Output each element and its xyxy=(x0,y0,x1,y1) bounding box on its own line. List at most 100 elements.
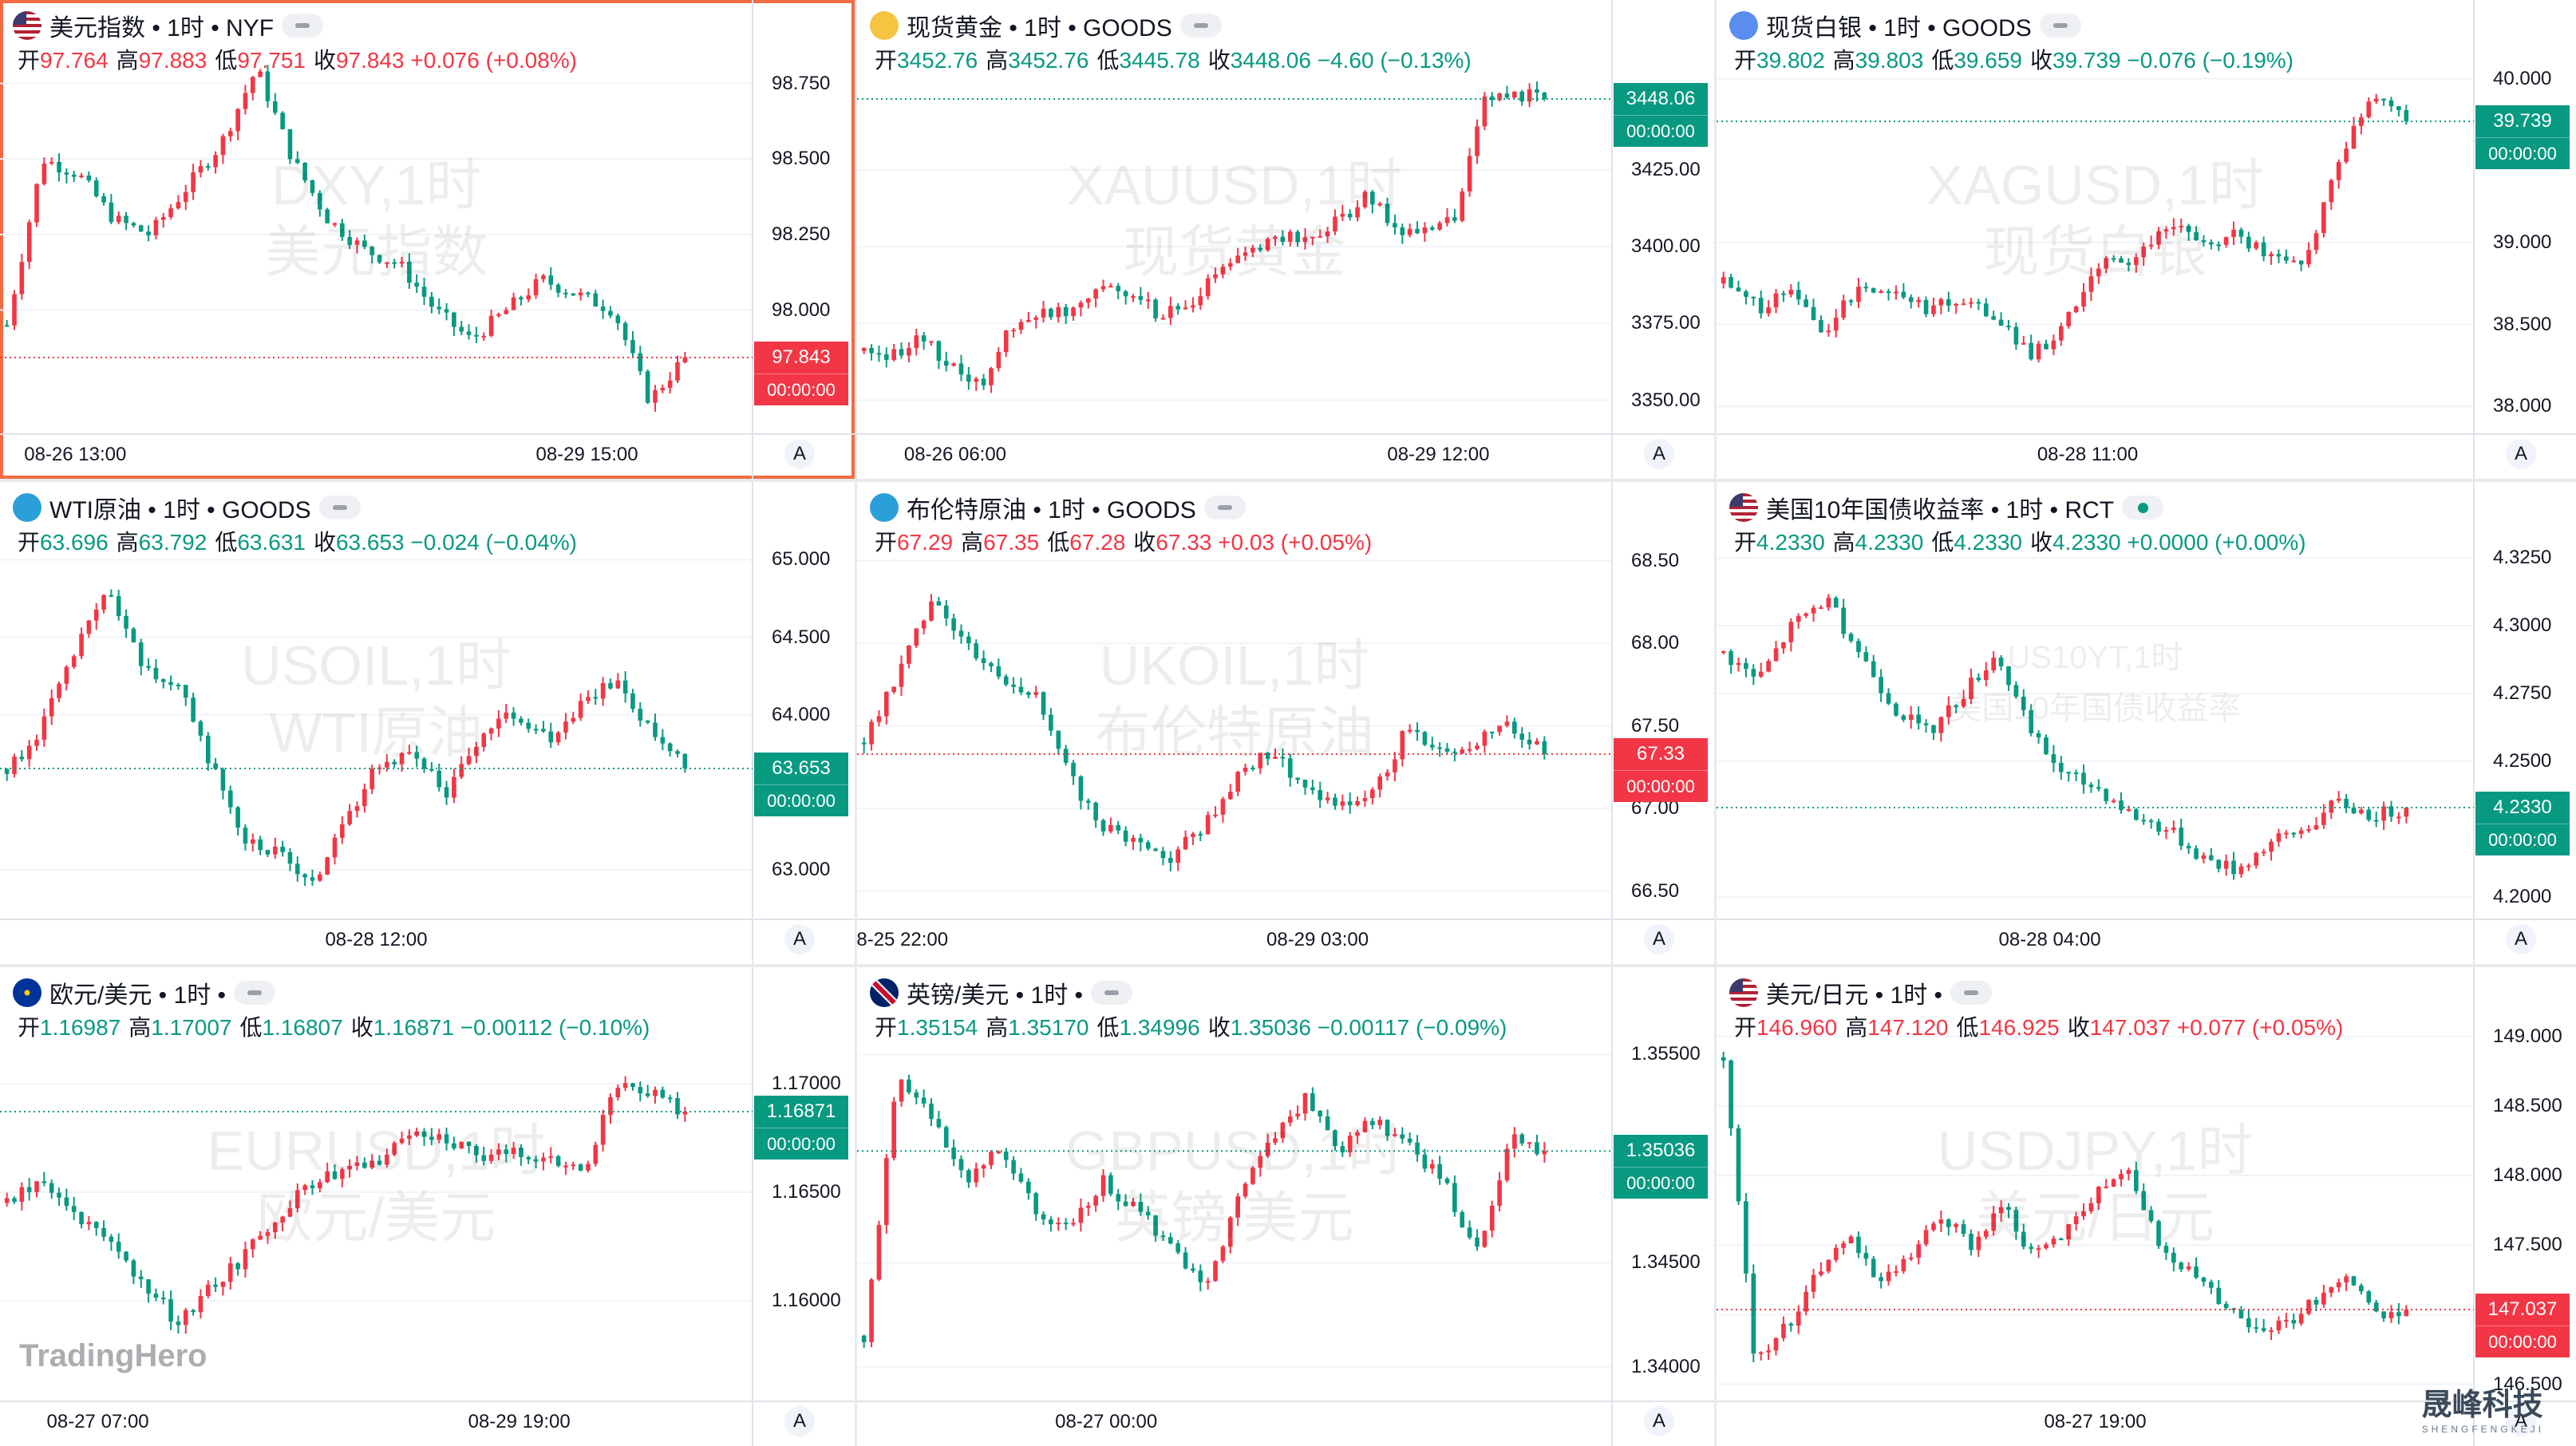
chart-canvas[interactable] xyxy=(857,967,1714,1446)
auto-scale-button[interactable]: A xyxy=(784,1406,815,1436)
candle xyxy=(615,313,621,330)
y-tick-label: 98.500 xyxy=(772,148,831,170)
candle xyxy=(153,658,159,683)
chart-panel-eurusd[interactable]: EURUSD,1时 欧元/美元 欧元/美元 • 1时 • 开1.16987 高1.170… xyxy=(0,967,855,1446)
candle xyxy=(1826,594,1831,611)
symbol-title[interactable]: 现货黄金 • 1时 • GOODS xyxy=(907,15,1172,41)
market-status-pill[interactable] xyxy=(318,496,361,520)
auto-scale-button[interactable]: A xyxy=(2506,1406,2536,1436)
chart-header[interactable]: WTI原油 • 1时 • GOODS xyxy=(13,490,361,525)
chart-canvas[interactable] xyxy=(0,967,855,1446)
symbol-title[interactable]: 美元/日元 • 1时 • xyxy=(1766,982,1943,1009)
candle xyxy=(1071,1218,1076,1227)
market-status-pill[interactable] xyxy=(2122,496,2164,520)
candle xyxy=(1519,89,1525,106)
candle xyxy=(1931,297,1936,318)
candle xyxy=(1415,221,1420,235)
auto-scale-button[interactable]: A xyxy=(1644,1406,1674,1436)
symbol-title[interactable]: 现货白银 • 1时 • GOODS xyxy=(1766,15,2032,41)
auto-scale-button[interactable]: A xyxy=(1644,924,1674,954)
candle xyxy=(1377,1116,1382,1130)
candle xyxy=(198,720,203,742)
market-status-pill[interactable] xyxy=(282,14,324,38)
last-price-tag: 67.33 00:00:00 xyxy=(1614,738,1708,803)
symbol-title[interactable]: 英镑/美元 • 1时 • xyxy=(907,982,1084,1009)
candle xyxy=(1512,1127,1517,1158)
candle xyxy=(1467,741,1472,753)
chart-canvas[interactable] xyxy=(0,0,855,479)
symbol-title[interactable]: 美元指数 • 1时 • NYF xyxy=(49,15,275,41)
chart-panel-usdjpy[interactable]: USDJPY,1时 美元/日元 美元/日元 • 1时 • 开146.960 高147.1… xyxy=(1717,967,2576,1446)
chart-header[interactable]: 现货黄金 • 1时 • GOODS xyxy=(870,8,1222,43)
auto-scale-button[interactable]: A xyxy=(1644,439,1674,469)
candle xyxy=(1355,796,1360,807)
market-status-pill[interactable] xyxy=(1950,981,1993,1005)
market-status-pill[interactable] xyxy=(234,981,276,1005)
chart-canvas[interactable] xyxy=(0,482,855,964)
candle xyxy=(176,1315,181,1334)
candle xyxy=(235,806,240,836)
candle xyxy=(272,837,278,859)
market-status-pill[interactable] xyxy=(2039,14,2081,38)
candle xyxy=(265,1229,271,1244)
candle xyxy=(407,745,412,755)
chart-header[interactable]: 布伦特原油 • 1时 • GOODS xyxy=(870,490,1246,525)
candle xyxy=(2313,816,2319,831)
candle xyxy=(2261,236,2266,262)
candle xyxy=(586,291,591,298)
candle xyxy=(325,207,330,223)
candle xyxy=(1340,1141,1345,1157)
chart-canvas[interactable] xyxy=(857,482,1714,964)
market-status-pill[interactable] xyxy=(1179,14,1222,38)
candle xyxy=(138,224,144,232)
symbol-title[interactable]: 布伦特原油 • 1时 • GOODS xyxy=(907,497,1196,523)
ohlc-legend: 开3452.76 高3452.76 低3445.78 收3448.06 −4.60 (… xyxy=(875,43,1472,75)
chart-header[interactable]: 美元指数 • 1时 • NYF xyxy=(13,8,324,43)
chart-header[interactable]: 美国10年国债收益率 • 1时 • RCT xyxy=(1729,490,2164,525)
symbol-title[interactable]: WTI原油 • 1时 • GOODS xyxy=(49,497,311,523)
symbol-title[interactable]: 美国10年国债收益率 • 1时 • RCT xyxy=(1766,497,2115,523)
candle xyxy=(1205,274,1211,300)
chart-header[interactable]: 美元/日元 • 1时 • xyxy=(1729,975,1993,1010)
candle xyxy=(101,1220,106,1242)
chart-canvas[interactable] xyxy=(857,0,1714,479)
chart-canvas[interactable] xyxy=(1717,482,2576,964)
chart-canvas[interactable] xyxy=(1717,0,2576,479)
auto-scale-button[interactable]: A xyxy=(784,439,815,469)
candle xyxy=(1355,1129,1360,1144)
candle xyxy=(1969,668,1973,705)
chart-panel-ukoil[interactable]: UKOIL,1时 布伦特原油 布伦特原油 • 1时 • GOODS 开67.29 高67… xyxy=(857,482,1714,964)
candle xyxy=(571,293,576,296)
auto-scale-button[interactable]: A xyxy=(2506,439,2536,469)
y-tick-label: 3375.00 xyxy=(1631,312,1701,334)
candle xyxy=(1894,285,1898,300)
market-status-pill[interactable] xyxy=(1203,496,1246,520)
y-tick-label: 148.500 xyxy=(2493,1094,2562,1116)
chart-panel-gbpusd[interactable]: GBPUSD,1时 英镑/美元 英镑/美元 • 1时 • 开1.35154 高1.351… xyxy=(857,967,1714,1446)
auto-scale-button[interactable]: A xyxy=(784,924,815,954)
auto-scale-button[interactable]: A xyxy=(2506,924,2536,954)
chart-panel-xag[interactable]: XAGUSD,1时 现货白银 现货白银 • 1时 • GOODS 开39.802 高39… xyxy=(1717,0,2576,479)
chart-header[interactable]: 欧元/美元 • 1时 • xyxy=(13,975,276,1010)
symbol-title[interactable]: 欧元/美元 • 1时 • xyxy=(49,982,227,1009)
ohlc-legend: 开146.960 高147.120 低146.925 收147.037 +0.077 … xyxy=(1734,1010,2343,1042)
candle xyxy=(1213,1260,1218,1282)
candle xyxy=(615,1084,621,1100)
chart-panel-usoil[interactable]: USOIL,1时 WTI原油 WTI原油 • 1时 • GOODS 开63.696 高6… xyxy=(0,482,855,964)
chart-canvas[interactable] xyxy=(1717,967,2576,1446)
candle xyxy=(1213,806,1218,818)
candle xyxy=(496,1143,501,1161)
candle xyxy=(2246,231,2251,252)
chart-header[interactable]: 英镑/美元 • 1时 • xyxy=(870,975,1133,1010)
chart-header[interactable]: 现货白银 • 1时 • GOODS xyxy=(1729,8,2081,43)
ohlc-value: 63.631 xyxy=(237,530,306,555)
candle xyxy=(310,869,315,886)
chart-panel-dxy[interactable]: DXY,1时 美元指数 美元指数 • 1时 • NYF 开97.764 高97.883 低… xyxy=(0,0,855,479)
chart-panel-us10y[interactable]: US10YT,1时 美国10年国债收益率 美国10年国债收益率 • 1时 • RCT… xyxy=(1717,482,2576,964)
market-status-pill[interactable] xyxy=(1091,981,1133,1005)
ohlc-value: 1.35036 xyxy=(1230,1015,1311,1040)
y-tick-label: 4.2000 xyxy=(2493,886,2552,908)
ohlc-value: 39.659 xyxy=(1954,48,2022,73)
chart-panel-xau[interactable]: XAUUSD,1时 现货黄金 现货黄金 • 1时 • GOODS 开3452.76 高3… xyxy=(857,0,1714,479)
candle xyxy=(213,151,218,174)
